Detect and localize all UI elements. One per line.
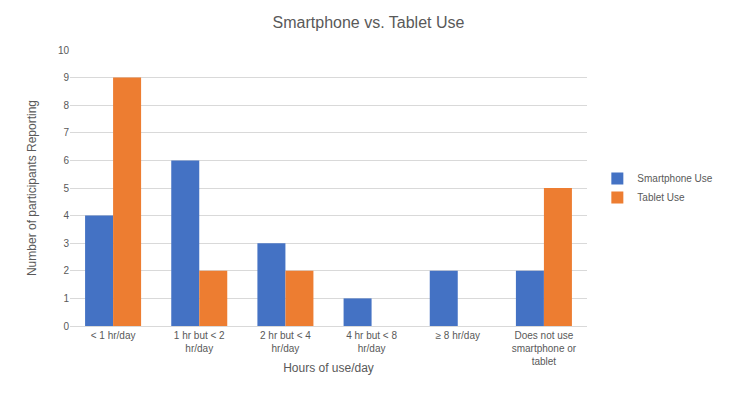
svg-text:4 hr but < 8hr/day: 4 hr but < 8hr/day — [346, 330, 397, 354]
svg-text:1: 1 — [63, 293, 69, 304]
svg-text:< 1 hr/day: < 1 hr/day — [91, 330, 136, 341]
svg-text:Hours of use/day: Hours of use/day — [283, 361, 374, 375]
svg-text:0: 0 — [63, 321, 69, 332]
svg-text:2 hr but < 4hr/day: 2 hr but < 4hr/day — [260, 330, 311, 354]
svg-text:≥ 8 hr/day: ≥ 8 hr/day — [436, 330, 480, 341]
svg-text:Smartphone vs. Tablet Use: Smartphone vs. Tablet Use — [273, 14, 465, 31]
svg-text:2: 2 — [63, 265, 69, 276]
svg-text:Number of participants Reporti: Number of participants Reporting — [25, 100, 39, 276]
svg-text:Smartphone Use: Smartphone Use — [637, 173, 712, 184]
svg-text:4: 4 — [63, 210, 69, 221]
svg-text:Does not usesmartphone ortable: Does not usesmartphone ortablet — [512, 330, 577, 367]
svg-text:1 hr but < 2hr/day: 1 hr but < 2hr/day — [174, 330, 225, 354]
svg-text:10: 10 — [58, 45, 70, 56]
svg-text:9: 9 — [63, 72, 69, 83]
svg-text:5: 5 — [63, 183, 69, 194]
svg-text:7: 7 — [63, 127, 69, 138]
svg-text:3: 3 — [63, 238, 69, 249]
svg-text:6: 6 — [63, 155, 69, 166]
svg-text:Tablet Use: Tablet Use — [637, 192, 685, 203]
svg-text:8: 8 — [63, 100, 69, 111]
